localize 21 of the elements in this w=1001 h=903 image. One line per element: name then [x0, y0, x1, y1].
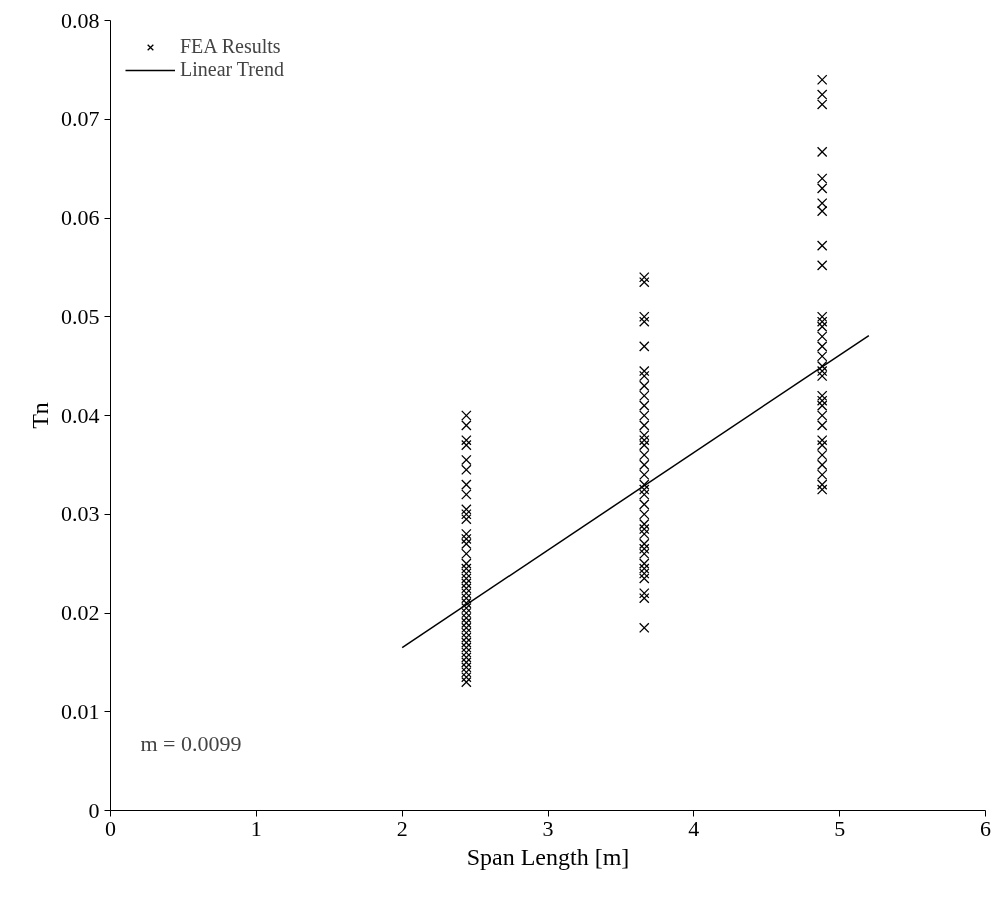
y-tick-label: 0.03	[61, 501, 100, 527]
x-tick-label: 1	[250, 815, 262, 841]
y-tick-label: 0.04	[61, 402, 100, 428]
x-tick-label: 2	[396, 815, 408, 841]
y-tick-label: 0.05	[61, 303, 100, 329]
y-tick-label: 0.01	[61, 698, 100, 724]
y-tick-label: 0.02	[61, 600, 100, 625]
x-tick-label: 6	[980, 815, 991, 841]
x-tick-label: 3	[542, 815, 554, 841]
y-tick-label: 0.06	[61, 205, 100, 230]
legend-label: Linear Trend	[180, 58, 284, 81]
y-tick-label: 0	[88, 797, 100, 823]
x-tick-label: 4	[688, 815, 700, 841]
annotation: m = 0.0099	[140, 730, 242, 756]
y-tick-label: 0.08	[61, 7, 100, 33]
y-axis-title: Tn	[27, 402, 53, 429]
y-tick-label: 0.07	[61, 106, 100, 132]
x-tick-label: 5	[834, 815, 846, 841]
legend-label: FEA Results	[180, 35, 281, 58]
x-axis-title: Span Length [m]	[466, 843, 630, 870]
x-tick-label: 0	[105, 815, 116, 841]
